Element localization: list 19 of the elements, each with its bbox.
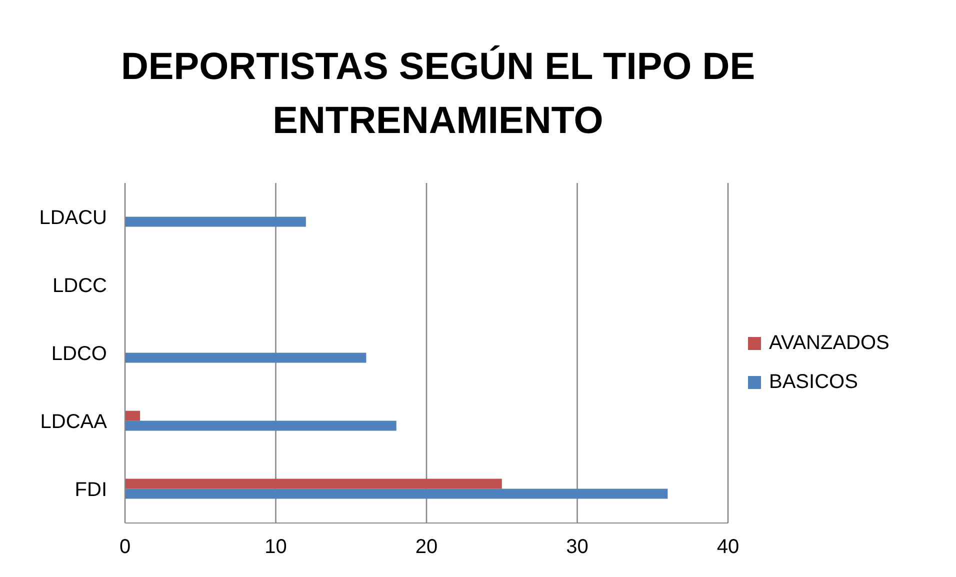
y-tick-label: LDCC xyxy=(52,275,107,298)
y-tick-label: LDACU xyxy=(39,207,107,230)
x-tick-label: 10 xyxy=(264,536,287,558)
y-tick-label: LDCAA xyxy=(40,411,108,434)
bar xyxy=(125,216,306,227)
bar xyxy=(125,410,140,421)
legend-label: AVANZADOS xyxy=(768,332,890,354)
x-tick-label: 40 xyxy=(716,536,740,558)
y-tick-label: LDCO xyxy=(51,343,107,366)
x-tick-label: 20 xyxy=(415,536,438,558)
chart-title: DEPORTISTAS SEGÚN EL TIPO DE ENTRENAMIENTO xyxy=(120,44,756,144)
x-tick-label: 0 xyxy=(119,536,131,558)
y-tick-label: FDI xyxy=(74,479,107,502)
x-tick-label: 30 xyxy=(566,536,588,558)
bar xyxy=(125,488,668,499)
legend-label: BASICOS xyxy=(768,370,859,394)
bar xyxy=(125,478,502,489)
bar xyxy=(125,420,396,431)
bar xyxy=(125,352,366,363)
